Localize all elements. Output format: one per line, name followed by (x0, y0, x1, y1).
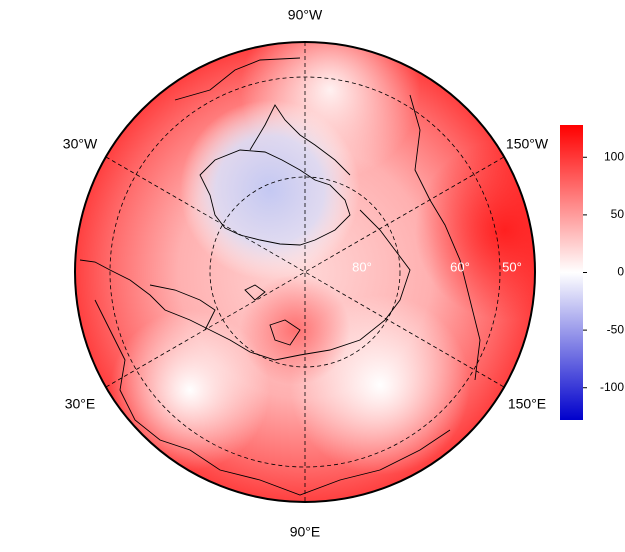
colorbar (560, 125, 583, 420)
field (75, 42, 535, 502)
colorbar-tick-label: 0 (617, 265, 624, 279)
longitude-label: 150°W (506, 136, 549, 152)
latitude-label: 50° (502, 259, 522, 274)
longitude-label: 30°W (63, 136, 98, 152)
latitude-label: 80° (352, 259, 372, 274)
latitude-label: 60° (450, 259, 470, 274)
latitude-labels: 80° 60° 50° (352, 259, 522, 274)
longitude-label: 30°E (65, 396, 96, 412)
coastlines (79, 57, 481, 496)
colorbar-tick-label: 50 (611, 207, 625, 221)
map-border (74, 41, 536, 503)
longitude-labels: 90°W 30°W 150°W 30°E 150°E 90°E (63, 7, 549, 540)
colorbar-tick-label: 100 (604, 149, 624, 163)
colorbar-tick-label: -100 (600, 380, 624, 394)
longitude-label: 150°E (508, 396, 546, 412)
longitude-label: 90°E (290, 524, 321, 540)
longitude-label: 90°W (288, 7, 323, 23)
graticule (105, 42, 505, 502)
colorbar-tick-label: -50 (607, 322, 625, 336)
